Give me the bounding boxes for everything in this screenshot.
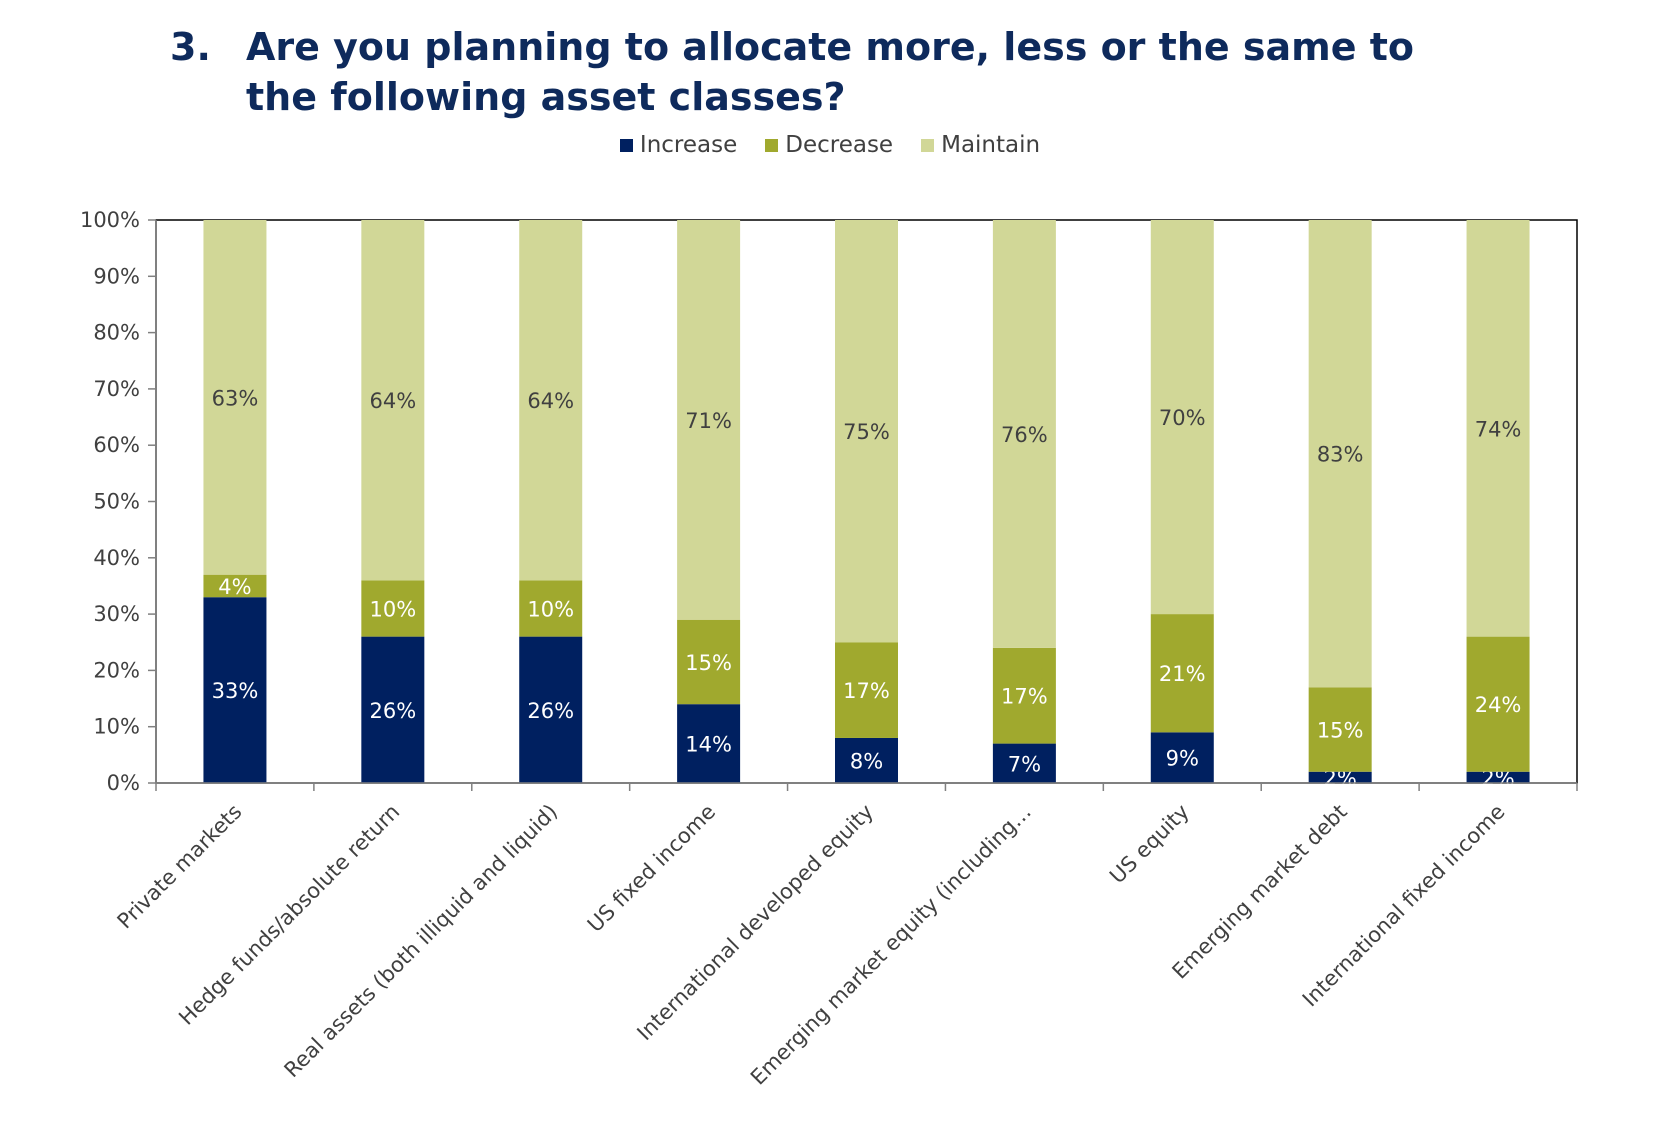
bar-segment-decrease [203, 574, 267, 598]
question-number: 3. [170, 25, 211, 69]
category-label: US equity [1105, 800, 1194, 889]
bar-segment-decrease [835, 642, 898, 738]
data-label-maintain: 64% [369, 389, 416, 413]
y-tick-label: 100% [80, 208, 140, 232]
legend-swatch-maintain [921, 138, 935, 152]
data-label-decrease: 21% [1159, 662, 1206, 686]
legend: Increase Decrease Maintain [0, 132, 1660, 158]
bar-segment-decrease [1308, 687, 1372, 772]
bar-segment-decrease [361, 580, 425, 637]
y-tick-label: 80% [93, 321, 140, 345]
y-tick-label: 40% [93, 546, 140, 570]
bar-segment-increase [1466, 771, 1530, 783]
category-label: Emerging market equity (including… [746, 800, 1036, 1090]
data-label-decrease: 4% [218, 575, 251, 599]
y-tick-label: 10% [93, 715, 140, 739]
bar-segment-maintain [992, 220, 1056, 648]
category-label: US fixed income [583, 800, 720, 937]
bar-segment-increase [992, 743, 1056, 783]
question-text: Are you planning to allocate more, less … [246, 25, 1414, 119]
data-label-maintain: 71% [685, 409, 732, 433]
bar-segment-maintain [1150, 220, 1214, 615]
bar-segment-maintain [835, 220, 898, 643]
data-label-decrease: 24% [1475, 693, 1522, 717]
data-label-decrease: 10% [369, 597, 416, 621]
data-label-maintain: 76% [1001, 423, 1048, 447]
data-label-decrease: 15% [1317, 719, 1364, 743]
y-tick-label: 70% [93, 377, 140, 401]
bar-segment-increase [361, 636, 425, 783]
legend-item-maintain: Maintain [921, 132, 1040, 158]
bar-segment-decrease [992, 647, 1056, 744]
legend-item-decrease: Decrease [765, 132, 893, 158]
legend-swatch-decrease [765, 138, 779, 152]
bar-segment-maintain [519, 220, 583, 581]
data-label-increase: 9% [1166, 747, 1199, 771]
data-label-maintain: 74% [1475, 417, 1522, 441]
bar-segment-increase [203, 597, 267, 783]
bar-segment-increase [1150, 732, 1214, 783]
data-label-maintain: 63% [212, 386, 259, 410]
data-label-increase: 26% [369, 699, 416, 723]
data-label-maintain: 64% [527, 389, 574, 413]
data-label-decrease: 17% [843, 679, 890, 703]
data-label-decrease: 17% [1001, 685, 1048, 709]
y-tick-label: 60% [93, 433, 140, 457]
data-label-increase: 14% [685, 733, 732, 757]
chart-title: 3. Are you planning to allocate more, le… [170, 22, 1486, 122]
bar-segment-decrease [519, 580, 583, 637]
data-label-increase: 26% [527, 699, 574, 723]
bar-segment-increase [1308, 771, 1372, 783]
legend-label-maintain: Maintain [941, 132, 1041, 158]
bar-segment-increase [835, 737, 898, 783]
y-tick-label: 90% [93, 264, 140, 288]
data-label-maintain: 83% [1317, 443, 1364, 467]
data-label-increase: 8% [850, 749, 883, 773]
data-label-increase: 7% [1008, 752, 1041, 776]
data-label-decrease: 10% [527, 597, 574, 621]
bar-segment-decrease [1466, 636, 1530, 772]
legend-swatch-increase [619, 138, 633, 152]
bar-segment-maintain [1308, 220, 1372, 688]
bar-segment-decrease [1150, 614, 1214, 733]
data-label-decrease: 15% [685, 651, 732, 675]
y-tick-label: 0% [107, 771, 140, 795]
category-label: Emerging market debt [1168, 800, 1352, 984]
bar-segment-decrease [677, 619, 741, 705]
bar-segment-maintain [677, 220, 741, 620]
bar-segment-maintain [361, 220, 425, 581]
legend-item-increase: Increase [619, 132, 738, 158]
bar-segment-maintain [203, 220, 267, 575]
bar-segment-increase [519, 636, 583, 783]
y-tick-label: 20% [93, 658, 140, 682]
bar-segment-maintain [1466, 220, 1530, 637]
legend-label-increase: Increase [639, 132, 738, 158]
data-label-increase: 33% [212, 679, 259, 703]
data-label-maintain: 75% [843, 420, 890, 444]
category-label: Real assets (both illiquid and liquid) [280, 800, 563, 1083]
y-tick-label: 50% [93, 490, 140, 514]
bar-segment-increase [677, 704, 741, 783]
legend-label-decrease: Decrease [785, 132, 894, 158]
data-label-maintain: 70% [1159, 406, 1206, 430]
category-label: Private markets [113, 800, 247, 934]
y-tick-label: 30% [93, 602, 140, 626]
